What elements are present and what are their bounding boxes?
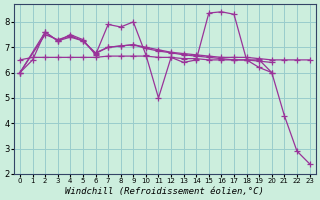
X-axis label: Windchill (Refroidissement éolien,°C): Windchill (Refroidissement éolien,°C) (65, 187, 264, 196)
